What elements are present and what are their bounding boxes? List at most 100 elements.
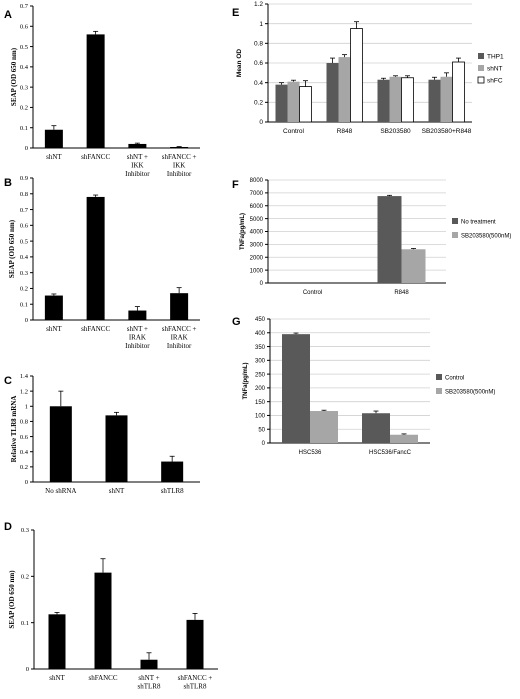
panel-letter: C: [4, 375, 12, 387]
legend-label: Control: [445, 376, 464, 382]
y-tick-label: 0.1: [20, 125, 28, 132]
x-tick-label: shNT: [109, 487, 125, 495]
y-tick-label: 2000: [250, 255, 264, 261]
y-tick-label: 0.3: [20, 84, 28, 91]
bar: [287, 81, 300, 122]
y-tick-label: 5000: [250, 217, 264, 223]
y-tick-label: 0.3: [20, 270, 28, 277]
x-tick-label: SB203580+R848: [422, 128, 472, 135]
panel-letter: G: [232, 316, 241, 328]
y-tick-label: 0.2: [20, 464, 28, 471]
y-tick-label: 0.6: [20, 223, 29, 230]
x-tick-label: HSC536/FancC: [369, 450, 412, 456]
bar: [428, 79, 441, 122]
legend-label: shFC: [487, 78, 503, 85]
x-tick-label: Control: [303, 290, 322, 296]
legend-swatch: [436, 374, 442, 380]
y-tick-label: 1.2: [254, 1, 263, 8]
y-tick-label: 0.1: [21, 620, 29, 627]
bar: [401, 77, 414, 123]
bar: [44, 129, 63, 148]
y-tick-label: 0.3: [21, 527, 29, 534]
bar: [282, 334, 310, 443]
bar: [377, 79, 390, 122]
y-axis-label: SEAP (OD 650 nm): [8, 219, 16, 278]
panel-letter: D: [4, 521, 12, 533]
y-tick-label: 0.6: [20, 23, 29, 30]
panel-letter: E: [232, 7, 239, 19]
bar: [94, 572, 112, 669]
y-tick-label: 0: [262, 441, 266, 447]
chart-panel-f: F 0 1000 2000 3000 4000 5000 6000 7000 8000 TNFa(p…: [232, 178, 511, 296]
y-tick-label: 350: [255, 345, 266, 351]
y-axis-label: Relative TLR8 mRNA: [10, 396, 18, 463]
y-tick-label: 7000: [250, 191, 264, 197]
y-axis-label: TNFa(pg/mL): [243, 363, 249, 400]
bar: [440, 76, 453, 122]
y-tick-label: 250: [255, 372, 266, 378]
x-tick-label: shNT + IRAK Inhibitor: [125, 325, 150, 350]
bar: [86, 34, 105, 148]
legend-label: THP1: [487, 54, 504, 61]
x-tick-label: shNT + IKK Inhibitor: [125, 153, 150, 178]
bar: [105, 415, 128, 482]
legend-label: No treatment: [461, 220, 496, 226]
y-tick-label: 0: [25, 317, 28, 324]
y-tick-label: 0.2: [21, 574, 29, 581]
x-tick-label: shFANCC: [88, 674, 117, 682]
y-axis-label: SEAP (OD 650 nm): [10, 47, 18, 106]
x-tick-label: shFANCC + IRAK Inhibitor: [162, 325, 197, 350]
y-tick-label: 0.8: [254, 41, 263, 48]
legend-swatch: [478, 65, 484, 71]
chart-panel-d: D 0 0.1 0.2 0.3 SEAP (OD 650 nm) shNT shFANCC sh…: [4, 521, 218, 691]
y-tick-label: 0.4: [254, 80, 263, 87]
y-tick-label: 450: [255, 317, 266, 323]
legend-label: shNT: [487, 66, 503, 73]
y-tick-label: 1.4: [20, 373, 29, 380]
y-tick-label: 100: [255, 414, 266, 420]
y-tick-label: 0.7: [20, 3, 29, 10]
x-tick-label: SB203580: [380, 128, 411, 135]
chart-panel-a: A 0 0.1 0.2 0.3 0.4 0.5 0.6 0.7 SEAP (OD 650 nm) s…: [4, 3, 200, 178]
bar: [44, 295, 63, 320]
bar: [86, 196, 105, 320]
y-tick-label: 1: [25, 403, 28, 410]
legend-swatch: [436, 388, 442, 394]
y-tick-label: 200: [255, 386, 266, 392]
x-tick-label: shFANCC: [81, 153, 110, 161]
bar: [338, 57, 351, 122]
y-tick-label: 0.6: [254, 60, 263, 67]
chart-panel-b: B 0 0.1 0.2 0.3 0.4 0.5 0.6 0.7 0.8 0.9 SEAP (OD 65…: [4, 175, 200, 350]
x-tick-label: HSC536: [299, 450, 322, 456]
legend-swatch: [478, 53, 484, 59]
x-tick-label: R848: [337, 128, 353, 135]
x-tick-label: shNT: [46, 153, 62, 161]
legend-swatch: [477, 76, 485, 84]
x-tick-label: shFANCC + IKK Inhibitor: [162, 153, 197, 178]
y-axis-label: Mean OD: [236, 49, 243, 77]
y-tick-label: 8000: [250, 178, 264, 184]
y-tick-label: 0.5: [20, 44, 28, 51]
y-tick-label: 0.6: [20, 434, 29, 441]
y-tick-label: 300: [255, 359, 266, 365]
y-tick-label: 6000: [250, 204, 264, 210]
chart-panel-g: G 0 50 100 150 200 250 300 350 400 450 TNFa(pg/mL) H…: [232, 316, 495, 456]
y-tick-label: 0.4: [20, 64, 29, 71]
y-tick-label: 0.7: [20, 207, 29, 214]
y-tick-label: 0.4: [20, 449, 29, 456]
x-tick-label: shTLR8: [161, 487, 184, 495]
y-tick-label: 0: [25, 145, 28, 152]
y-axis-label: TNFa(pg/mL): [240, 213, 246, 250]
legend-label: SB203580(500nM): [461, 234, 511, 240]
x-tick-label: Control: [283, 128, 305, 135]
x-tick-label: shFANCC + shTLR8: [178, 674, 213, 691]
bar: [377, 196, 402, 283]
legend-swatch: [452, 218, 458, 224]
x-tick-label: shFANCC: [81, 325, 110, 333]
y-tick-label: 0.1: [20, 301, 28, 308]
panel-letter: A: [4, 9, 12, 21]
y-tick-label: 1: [259, 21, 263, 28]
y-tick-label: 0: [260, 281, 264, 287]
bar: [452, 61, 465, 123]
bar: [350, 28, 363, 123]
